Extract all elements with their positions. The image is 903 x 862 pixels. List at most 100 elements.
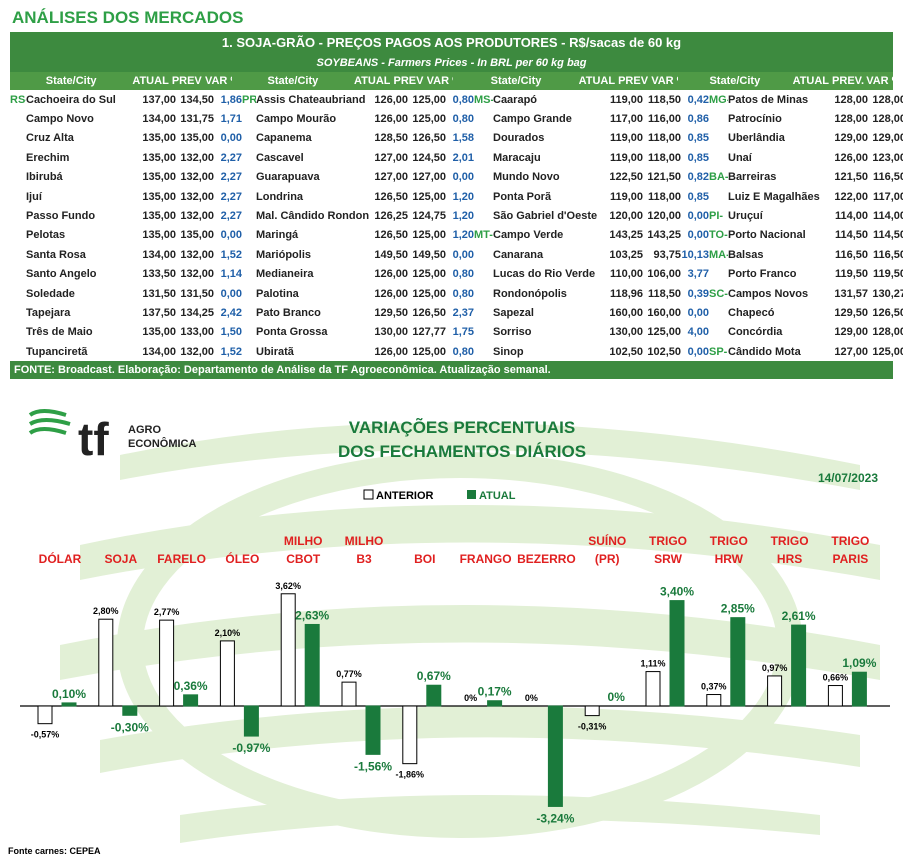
- cell-city: Campo Verde: [493, 229, 564, 242]
- logo-letters: tf: [78, 413, 109, 465]
- cell-city: Santa Rosa: [26, 248, 86, 261]
- cell-city: Campo Novo: [26, 113, 94, 126]
- table-row: Mundo Novo 122,50 121,50 0,82: [474, 168, 709, 187]
- cell-var: 1,20: [452, 190, 474, 203]
- cell-atual: 128,00: [834, 113, 868, 126]
- cell-atual: 114,00: [834, 210, 868, 223]
- cell-prev: 118,00: [647, 151, 681, 164]
- table-row: Cruz Alta 135,00 135,00 0,00: [10, 129, 242, 148]
- bar-anterior: [98, 618, 114, 707]
- chart-title-line2: DOS FECHAMENTOS DIÁRIOS: [338, 442, 586, 461]
- value-label-anterior: 2,10%: [215, 628, 241, 638]
- chart-bars: [37, 593, 867, 807]
- cell-prev: 131,75: [180, 113, 214, 126]
- cell-city: Ibirubá: [26, 171, 63, 184]
- cell-atual: 128,00: [834, 93, 868, 106]
- category-label: SOJA: [104, 552, 137, 566]
- category-label: ÓLEO: [225, 551, 259, 566]
- cell-city: Luiz E Magalhães: [728, 190, 820, 203]
- cell-atual: 134,00: [142, 248, 176, 261]
- cell-atual: 135,00: [142, 151, 176, 164]
- cell-atual: 117,00: [609, 113, 643, 126]
- cell-var: 0,80: [452, 345, 474, 358]
- cell-city: Pato Branco: [256, 306, 321, 319]
- cell-var: 1,86: [220, 93, 242, 106]
- legend-label-anterior: ANTERIOR: [376, 490, 434, 502]
- header-prev: PREV.: [832, 75, 865, 87]
- value-label-atual: 0,36%: [174, 679, 208, 693]
- table-row: Passo Fundo 135,00 132,00 2,27: [10, 206, 242, 225]
- legend-swatch-atual: [467, 490, 476, 499]
- table-title: 1. SOJA-GRÃO - PREÇOS PAGOS AOS PRODUTOR…: [10, 32, 893, 54]
- cell-prev: 126,50: [412, 306, 446, 319]
- table-row: Ubiratã 126,00 125,00 0,80: [242, 342, 474, 361]
- cell-city: Lucas do Rio Verde: [493, 268, 596, 281]
- cell-city: Capanema: [256, 132, 312, 145]
- header-prev: PREV: [171, 75, 202, 87]
- cell-atual: 119,00: [609, 93, 643, 106]
- value-labels: -0,57%2,80% 2,77%2,10%3,62%0,77%-1,86%0% 0…: [31, 581, 877, 826]
- table-group-1: PR-Assis Chateaubriand126,00125,000,80Ca…: [242, 90, 474, 361]
- cell-var: 3,77: [687, 268, 709, 281]
- cell-prev: 125,00: [412, 268, 446, 281]
- bar-anterior: [159, 619, 175, 707]
- cell-atual: 135,00: [142, 132, 176, 145]
- cell-prev: 128,00: [872, 93, 903, 106]
- cell-var: 2,27: [220, 151, 242, 164]
- cell-atual: 118,96: [609, 287, 643, 300]
- cell-atual: 130,00: [609, 326, 643, 339]
- cell-var: 0,00: [220, 132, 242, 145]
- value-label-atual: 0,10%: [52, 687, 86, 701]
- value-label-anterior: 0,37%: [701, 682, 727, 692]
- cell-atual: 126,00: [374, 113, 408, 126]
- chart-date: 14/07/2023: [818, 471, 878, 485]
- table-row: Mariópolis 149,50 149,50 0,00: [242, 245, 474, 264]
- cell-atual: 126,50: [374, 229, 408, 242]
- cell-atual: 130,00: [374, 326, 408, 339]
- cell-prev: 134,50: [180, 93, 214, 106]
- cell-prev: 124,50: [412, 151, 446, 164]
- header-var: VAR %: [866, 75, 893, 87]
- bar-atual: [365, 705, 381, 755]
- value-label-atual: 2,61%: [782, 609, 816, 623]
- cell-var: 1,71: [220, 113, 242, 126]
- cell-prev: 126,50: [412, 132, 446, 145]
- cell-atual: 126,50: [374, 190, 408, 203]
- cell-city: Soledade: [26, 287, 75, 300]
- table-row: Tapejara 137,50 134,25 2,42: [10, 303, 242, 322]
- cell-state: BA-: [709, 171, 728, 184]
- cell-prev: 116,50: [872, 171, 903, 184]
- value-label-anterior: 2,80%: [93, 606, 119, 616]
- table-row: Lucas do Rio Verde 110,00 106,00 3,77: [474, 265, 709, 284]
- cell-atual: 114,50: [834, 229, 868, 242]
- cell-atual: 129,50: [374, 306, 408, 319]
- cell-city: Pelotas: [26, 229, 66, 242]
- table-row: Soledade 131,50 131,50 0,00: [10, 284, 242, 303]
- table-row: Três de Maio 135,00 133,00 1,50: [10, 323, 242, 342]
- bar-atual: [547, 705, 563, 807]
- bar-atual: [669, 600, 685, 707]
- category-label: B3: [356, 552, 372, 566]
- cell-prev: 134,25: [180, 306, 214, 319]
- category-label: BOI: [414, 552, 435, 566]
- cell-state: MA-: [709, 248, 728, 261]
- table-row: MT- Campo Verde 143,25 143,25 0,00: [474, 226, 709, 245]
- cell-atual: 116,50: [834, 248, 868, 261]
- cell-atual: 126,25: [374, 210, 408, 223]
- cell-prev: 125,00: [872, 345, 903, 358]
- cell-city: Mariópolis: [256, 248, 312, 261]
- category-label: SUÍNO: [588, 533, 626, 548]
- cell-city: Barreiras: [728, 171, 777, 184]
- cell-city: Uberlândia: [728, 132, 785, 145]
- cell-atual: 129,00: [834, 132, 868, 145]
- cell-state: MT-: [474, 229, 493, 242]
- cell-city: Ponta Grossa: [256, 326, 328, 339]
- cell-prev: 121,50: [647, 171, 681, 184]
- cell-city: Medianeira: [256, 268, 314, 281]
- cell-prev: 131,50: [180, 287, 214, 300]
- category-label: SRW: [654, 552, 682, 566]
- value-label-anterior: 0%: [525, 693, 538, 703]
- cell-city: Caarapó: [493, 93, 538, 106]
